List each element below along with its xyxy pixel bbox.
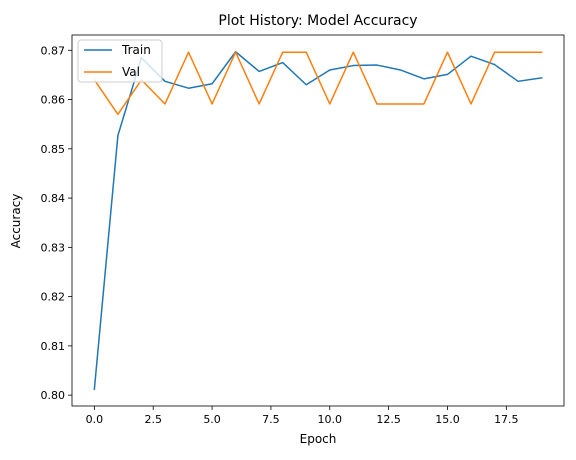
x-axis: 0.0 2.5 5.0 7.5 10.0 12.5 15.0 17.5 (86, 406, 519, 426)
y-axis: 0.80 0.81 0.82 0.83 0.84 0.85 0.86 0.87 (41, 44, 73, 402)
y-tick-label: 0.85 (41, 143, 66, 156)
chart-title: Plot History: Model Accuracy (218, 13, 417, 29)
y-tick-label: 0.87 (41, 44, 66, 57)
plot-area (72, 35, 564, 406)
y-tick-label: 0.81 (41, 340, 66, 353)
x-tick-label: 0.0 (86, 413, 104, 426)
plot-frame (72, 35, 564, 406)
legend-label-val: Val (122, 65, 140, 79)
y-tick-label: 0.80 (41, 389, 66, 402)
x-tick-label: 17.5 (494, 413, 519, 426)
y-tick-label: 0.82 (41, 291, 66, 304)
y-tick-label: 0.84 (41, 192, 66, 205)
x-tick-label: 10.0 (318, 413, 343, 426)
y-tick-label: 0.86 (41, 94, 66, 107)
x-axis-label: Epoch (300, 432, 337, 446)
series-line-train (94, 52, 541, 390)
x-tick-label: 5.0 (203, 413, 221, 426)
legend-label-train: Train (121, 43, 151, 57)
y-axis-label: Accuracy (9, 194, 23, 249)
x-tick-label: 15.0 (435, 413, 460, 426)
y-tick-label: 0.83 (41, 241, 66, 254)
x-tick-label: 7.5 (262, 413, 280, 426)
legend: Train Val (78, 40, 162, 82)
x-tick-label: 12.5 (376, 413, 401, 426)
x-tick-label: 2.5 (144, 413, 162, 426)
